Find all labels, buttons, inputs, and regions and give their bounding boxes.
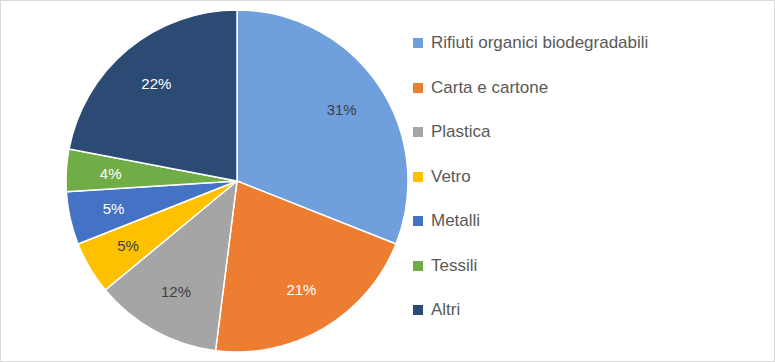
svg-text:22%: 22% <box>141 75 171 92</box>
html-text:Plastica: Plastica <box>431 122 491 142</box>
svg-text:5%: 5% <box>117 237 139 254</box>
html-text:Metalli: Metalli <box>431 211 481 231</box>
svg-text:31%: 31% <box>327 101 357 118</box>
html-text:Rifiuti organici biodegradabil: Rifiuti organici biodegradabili <box>431 33 649 53</box>
html-text:Carta e cartone: Carta e cartone <box>431 77 549 97</box>
html-text:Tessili: Tessili <box>431 255 478 275</box>
svg-text:4%: 4% <box>100 165 122 182</box>
html-text:Altri: Altri <box>431 300 461 320</box>
html-text:Vetro: Vetro <box>431 166 471 186</box>
svg-text:12%: 12% <box>161 283 191 300</box>
svg-text:21%: 21% <box>286 281 316 298</box>
svg-text:5%: 5% <box>103 200 125 217</box>
